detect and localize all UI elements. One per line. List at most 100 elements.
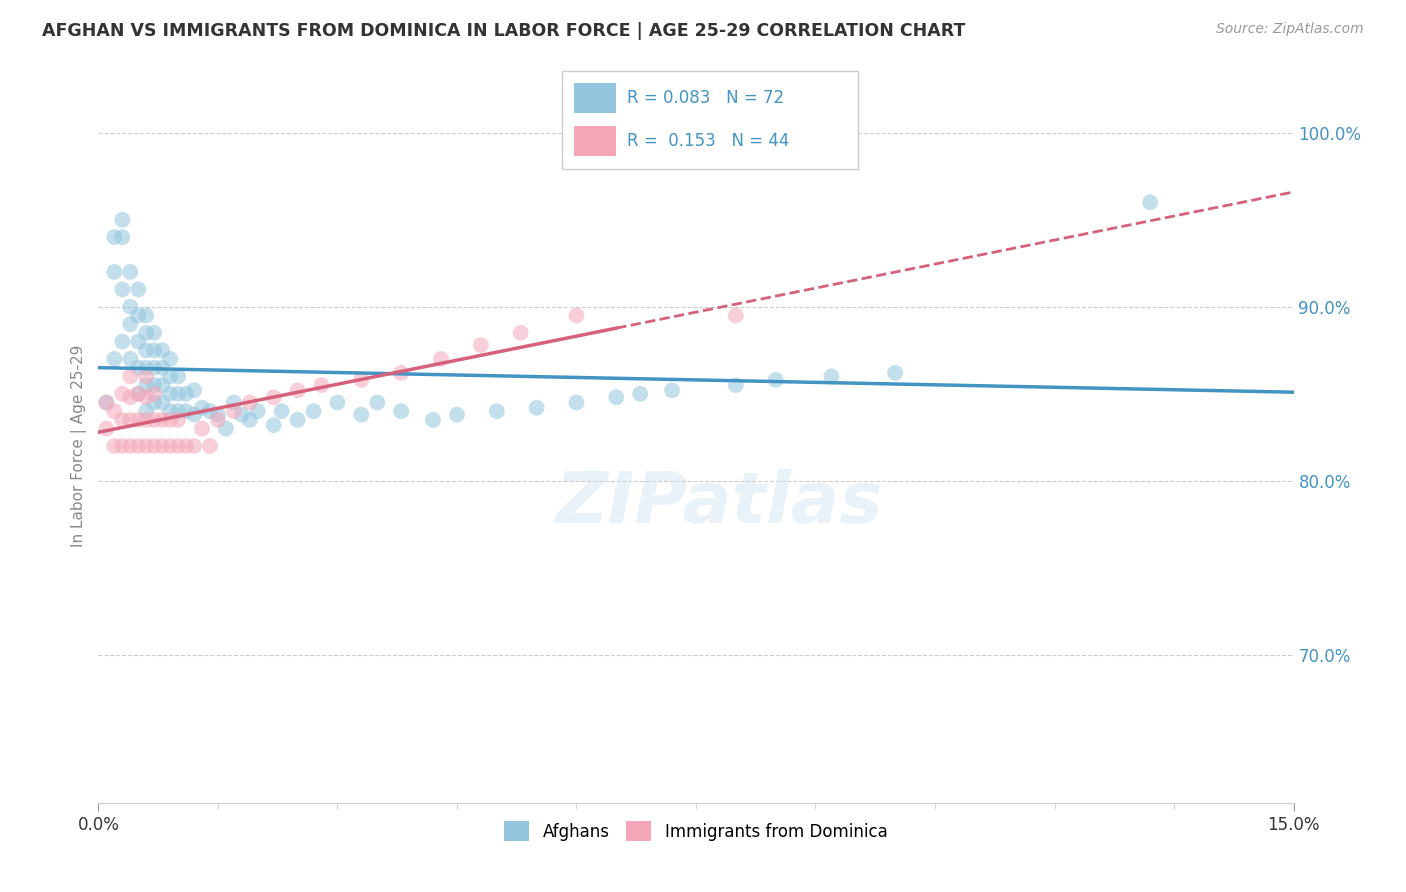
- Point: [222, 404, 245, 418]
- Point: [207, 408, 229, 422]
- Point: [884, 366, 907, 380]
- Point: [103, 404, 125, 418]
- Point: [350, 408, 373, 422]
- Point: [111, 439, 134, 453]
- Point: [167, 404, 190, 418]
- Point: [96, 395, 118, 409]
- Point: [103, 439, 125, 453]
- Point: [389, 366, 412, 380]
- Point: [111, 230, 134, 244]
- Text: R =  0.153   N = 44: R = 0.153 N = 44: [627, 132, 790, 150]
- Point: [167, 386, 190, 401]
- Point: [111, 386, 134, 401]
- FancyBboxPatch shape: [562, 71, 858, 169]
- Point: [127, 386, 149, 401]
- Point: [167, 413, 190, 427]
- Point: [150, 343, 173, 358]
- Point: [135, 378, 157, 392]
- Point: [198, 439, 221, 453]
- Point: [311, 378, 333, 392]
- Point: [127, 334, 149, 349]
- Point: [231, 408, 253, 422]
- Point: [135, 390, 157, 404]
- Point: [239, 395, 262, 409]
- Point: [143, 343, 166, 358]
- Point: [127, 439, 149, 453]
- Y-axis label: In Labor Force | Age 25-29: In Labor Force | Age 25-29: [72, 345, 87, 547]
- Point: [724, 378, 747, 392]
- Point: [820, 369, 842, 384]
- Point: [526, 401, 548, 415]
- Point: [150, 413, 173, 427]
- Point: [135, 404, 157, 418]
- Point: [159, 439, 181, 453]
- Point: [174, 404, 197, 418]
- Point: [326, 395, 349, 409]
- Point: [159, 404, 181, 418]
- Point: [183, 408, 205, 422]
- Text: AFGHAN VS IMMIGRANTS FROM DOMINICA IN LABOR FORCE | AGE 25-29 CORRELATION CHART: AFGHAN VS IMMIGRANTS FROM DOMINICA IN LA…: [42, 22, 966, 40]
- Point: [150, 360, 173, 375]
- Point: [270, 404, 292, 418]
- Point: [159, 351, 181, 366]
- Point: [239, 413, 262, 427]
- Point: [120, 317, 142, 331]
- Point: [167, 369, 190, 384]
- Point: [135, 343, 157, 358]
- Point: [111, 212, 134, 227]
- Point: [207, 413, 229, 427]
- Legend: Afghans, Immigrants from Dominica: Afghans, Immigrants from Dominica: [498, 814, 894, 848]
- Point: [120, 351, 142, 366]
- Point: [246, 404, 269, 418]
- Point: [143, 386, 166, 401]
- Point: [135, 360, 157, 375]
- Point: [198, 404, 221, 418]
- Point: [565, 395, 588, 409]
- Point: [143, 378, 166, 392]
- Point: [143, 326, 166, 340]
- Point: [120, 369, 142, 384]
- Point: [661, 384, 683, 398]
- Point: [215, 421, 238, 435]
- Point: [565, 309, 588, 323]
- Point: [120, 300, 142, 314]
- Point: [150, 378, 173, 392]
- Point: [605, 390, 627, 404]
- Text: Source: ZipAtlas.com: Source: ZipAtlas.com: [1216, 22, 1364, 37]
- Point: [159, 413, 181, 427]
- Point: [287, 384, 309, 398]
- Point: [127, 282, 149, 296]
- Point: [1139, 195, 1161, 210]
- Point: [150, 439, 173, 453]
- Point: [628, 386, 651, 401]
- Point: [191, 401, 214, 415]
- Point: [389, 404, 412, 418]
- Point: [485, 404, 508, 418]
- Point: [159, 386, 181, 401]
- Point: [111, 282, 134, 296]
- Point: [765, 373, 787, 387]
- Point: [167, 439, 190, 453]
- Point: [120, 265, 142, 279]
- Point: [103, 230, 125, 244]
- Point: [135, 439, 157, 453]
- Text: R = 0.083   N = 72: R = 0.083 N = 72: [627, 89, 785, 107]
- Point: [222, 395, 245, 409]
- Point: [509, 326, 531, 340]
- Point: [446, 408, 468, 422]
- Point: [111, 334, 134, 349]
- Point: [143, 360, 166, 375]
- Point: [724, 309, 747, 323]
- Point: [111, 413, 134, 427]
- Text: ZIPatlas: ZIPatlas: [557, 468, 883, 538]
- Point: [143, 395, 166, 409]
- Point: [135, 309, 157, 323]
- Point: [159, 369, 181, 384]
- Point: [174, 386, 197, 401]
- Point: [174, 439, 197, 453]
- Point: [150, 395, 173, 409]
- Point: [143, 439, 166, 453]
- Point: [263, 418, 285, 433]
- Point: [191, 421, 214, 435]
- Point: [135, 326, 157, 340]
